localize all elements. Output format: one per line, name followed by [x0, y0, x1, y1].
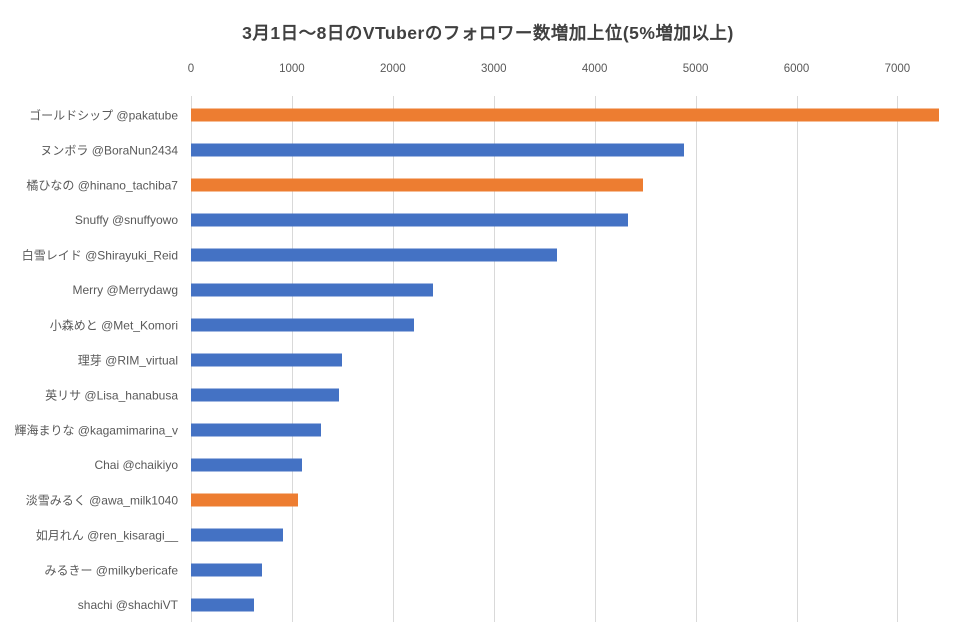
category-label: 英リサ @Lisa_hanabusa — [45, 388, 178, 403]
gridline — [594, 96, 596, 622]
bar-rows: ゴールドシップ @pakatube ヌンボラ @BoraNun2434 橘ひなの @… — [0, 98, 976, 622]
x-axis-tick-label: 6000 — [783, 63, 810, 75]
chart-row: Merry @Merrydawg — [0, 273, 976, 308]
chart-row: 輝海まりな @kagamimarina_v — [0, 412, 976, 447]
bar — [191, 598, 254, 612]
bar — [191, 318, 415, 332]
gridline — [796, 96, 798, 622]
category-label: 理芽 @RIM_virtual — [77, 353, 178, 368]
chart-row: 如月れん @ren_kisaragi__ — [0, 517, 976, 552]
category-label: みるきー @milkybericafe — [44, 563, 178, 578]
bar — [191, 283, 434, 297]
category-label: 淡雪みるく @awa_milk1040 — [25, 493, 178, 508]
x-axis-tick-label: 2000 — [380, 63, 406, 75]
bar — [191, 528, 283, 542]
category-label: 白雪レイド @Shirayuki_Reid — [21, 248, 178, 263]
bar — [191, 213, 628, 227]
chart-title: 3月1日〜8日のVTuberのフォロワー数増加上位(5%増加以上) — [242, 23, 734, 43]
chart-row: 理芽 @RIM_virtual — [0, 343, 976, 378]
category-label: 輝海まりな @kagamimarina_v — [14, 423, 178, 438]
chart-row: みるきー @milkybericafe — [0, 552, 976, 587]
category-label: ゴールドシップ @pakatube — [29, 108, 178, 123]
x-axis-tick-label: 3000 — [480, 63, 507, 75]
chart-row: ゴールドシップ @pakatube — [0, 98, 976, 133]
bar — [191, 458, 302, 472]
category-label: Snuffy @snuffyowo — [74, 213, 178, 228]
chart-row: Snuffy @snuffyowo — [0, 203, 976, 238]
bar — [191, 143, 685, 157]
category-label: Chai @chaikiyo — [94, 457, 178, 472]
x-axis-tick-label: 7000 — [884, 63, 911, 75]
gridline — [392, 96, 394, 622]
bar — [191, 108, 939, 122]
category-label: shachi @shachiVT — [77, 597, 178, 612]
gridline — [897, 96, 899, 622]
category-label: 橘ひなの @hinano_tachiba7 — [26, 178, 178, 193]
x-axis-tick-label: 0 — [187, 63, 195, 75]
bar — [191, 178, 644, 192]
bar — [191, 563, 262, 577]
chart-row: Chai @chaikiyo — [0, 447, 976, 482]
x-axis-tick-label: 5000 — [682, 63, 709, 75]
bar — [191, 248, 558, 262]
category-label: 如月れん @ren_kisaragi__ — [35, 528, 178, 543]
chart-row: ヌンボラ @BoraNun2434 — [0, 133, 976, 168]
chart-row: shachi @shachiVT — [0, 587, 976, 622]
category-label: Merry @Merrydawg — [72, 283, 178, 298]
chart-row: 白雪レイド @Shirayuki_Reid — [0, 238, 976, 273]
chart-row: 小森めと @Met_Komori — [0, 308, 976, 343]
chart-row: 淡雪みるく @awa_milk1040 — [0, 482, 976, 517]
bar — [191, 493, 298, 507]
bar — [191, 353, 343, 367]
chart-row: 英リサ @Lisa_hanabusa — [0, 378, 976, 413]
bar — [191, 388, 340, 402]
x-axis-tick-label: 1000 — [279, 63, 305, 75]
x-axis-tick-label: 4000 — [581, 63, 608, 75]
chart-row: 橘ひなの @hinano_tachiba7 — [0, 168, 976, 203]
gridline — [695, 96, 697, 622]
gridline — [493, 96, 495, 622]
category-label: 小森めと @Met_Komori — [49, 318, 178, 333]
bar — [191, 423, 322, 437]
category-label: ヌンボラ @BoraNun2434 — [40, 143, 178, 158]
